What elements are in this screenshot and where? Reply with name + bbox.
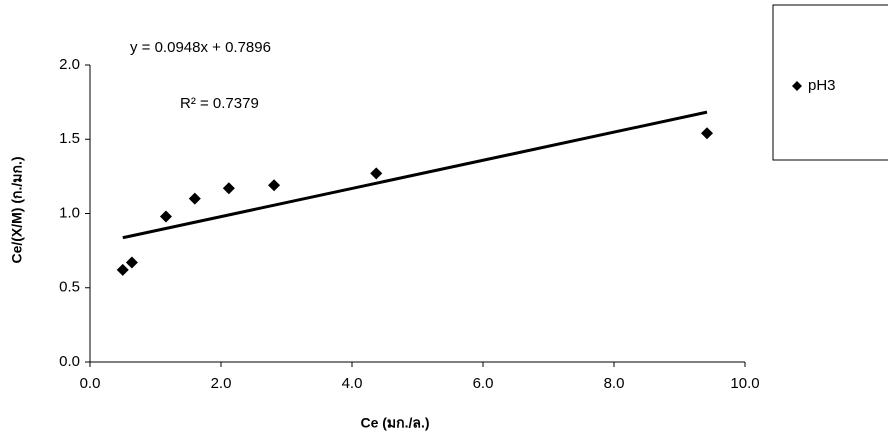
- y-tick-label: 2.0: [59, 56, 80, 73]
- trend-equation: y = 0.0948x + 0.7896: [130, 39, 271, 56]
- data-point: [268, 179, 280, 191]
- data-point: [223, 182, 235, 194]
- x-tick-label: 2.0: [211, 375, 232, 392]
- x-tick-label: 6.0: [473, 375, 494, 392]
- x-tick-label: 4.0: [342, 375, 363, 392]
- data-point: [189, 193, 201, 205]
- y-tick-label: 1.5: [59, 130, 80, 147]
- data-point: [126, 257, 138, 269]
- page: {"chart_data": {"type": "scatter", "x_la…: [0, 0, 888, 439]
- x-tick-label: 0.0: [80, 375, 101, 392]
- r-squared: R² = 0.7379: [180, 95, 259, 112]
- trendline: [123, 112, 707, 238]
- data-point: [701, 127, 713, 139]
- data-point: [160, 210, 172, 222]
- y-axis-title: Ce/(X/M) (ก./มก.): [9, 156, 25, 263]
- legend-label: pH3: [808, 77, 836, 94]
- y-tick-label: 0.5: [59, 279, 80, 296]
- chart: y = 0.0948x + 0.7896 R² = 0.7379 Ce (มก.…: [0, 0, 888, 439]
- y-tick-label: 0.0: [59, 353, 80, 370]
- x-tick-label: 10.0: [730, 375, 759, 392]
- data-point: [370, 167, 382, 179]
- x-axis-title: Ce (มก./ล.): [360, 415, 429, 431]
- legend-marker: [792, 81, 802, 91]
- data-point: [117, 264, 129, 276]
- x-tick-label: 8.0: [604, 375, 625, 392]
- y-tick-label: 1.0: [59, 204, 80, 221]
